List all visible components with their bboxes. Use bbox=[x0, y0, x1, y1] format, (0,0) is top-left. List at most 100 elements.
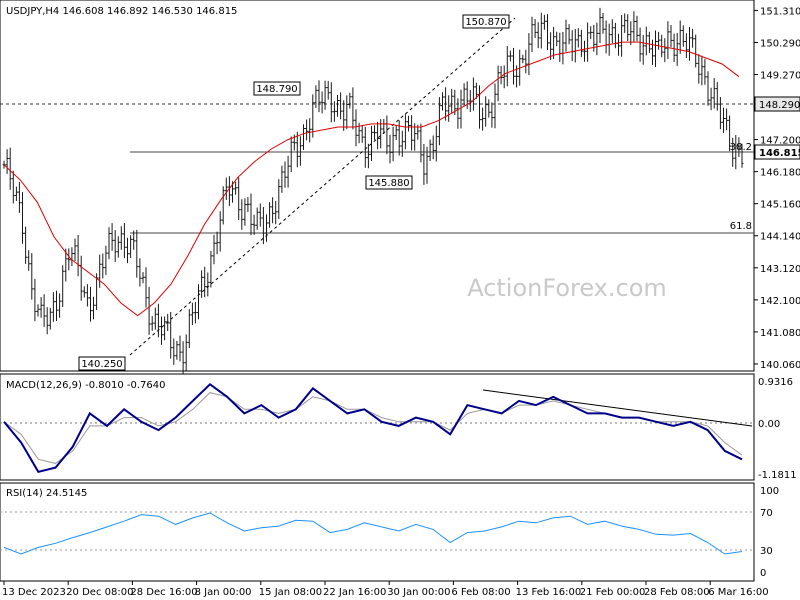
price-bar bbox=[524, 49, 528, 74]
price-bar bbox=[132, 230, 136, 250]
price-bar bbox=[153, 307, 157, 330]
price-tag: 146.815 bbox=[759, 148, 800, 159]
price-bar bbox=[691, 28, 695, 48]
annotation-low: 140.250 bbox=[78, 356, 126, 371]
price-bar bbox=[354, 109, 358, 147]
price-bar bbox=[317, 80, 321, 113]
price-bar bbox=[98, 254, 102, 288]
price-bar bbox=[101, 253, 105, 279]
price-bar bbox=[150, 316, 154, 331]
price-bar bbox=[113, 230, 117, 262]
price-bar bbox=[425, 146, 429, 184]
price-bar bbox=[320, 91, 324, 114]
price-bars bbox=[2, 7, 744, 374]
price-bar bbox=[468, 90, 472, 112]
price-bar bbox=[302, 124, 305, 150]
price-tick-label: 143.120 bbox=[760, 264, 800, 275]
moving-average-line bbox=[3, 41, 740, 317]
watermark: ActionForex.com bbox=[467, 274, 667, 302]
price-bar bbox=[21, 192, 24, 244]
price-bar bbox=[586, 22, 590, 62]
price-bar bbox=[583, 40, 586, 62]
price-bar bbox=[187, 309, 191, 348]
price-bar bbox=[422, 144, 426, 185]
price-bar bbox=[431, 135, 435, 160]
price-tick-label: 140.060 bbox=[760, 360, 800, 371]
price-bar bbox=[73, 238, 77, 261]
price-bar bbox=[595, 22, 599, 56]
price-bar bbox=[258, 203, 262, 227]
price-bar bbox=[135, 229, 139, 278]
price-bar bbox=[82, 286, 86, 298]
price-bar bbox=[684, 33, 688, 58]
price-bar bbox=[342, 100, 346, 131]
price-bar bbox=[345, 95, 349, 130]
x-tick-label: 21 Feb 00:00 bbox=[580, 587, 646, 598]
price-bar bbox=[400, 130, 404, 157]
price-bar bbox=[184, 334, 188, 371]
price-bar bbox=[246, 197, 250, 212]
price-bar bbox=[632, 11, 636, 43]
price-bar bbox=[51, 292, 55, 322]
annotation-low-2: 145.880 bbox=[365, 175, 413, 190]
price-tick-label: 147.200 bbox=[760, 136, 800, 147]
price-bar bbox=[672, 33, 676, 62]
price-bar bbox=[481, 107, 485, 131]
price-bar bbox=[119, 226, 123, 250]
price-bar bbox=[629, 21, 633, 46]
price-bar bbox=[234, 181, 238, 195]
price-bar bbox=[206, 272, 210, 297]
price-bar bbox=[487, 99, 491, 118]
price-bar bbox=[428, 139, 432, 161]
price-bar bbox=[27, 250, 31, 271]
price-bar bbox=[459, 89, 463, 129]
x-tick-label: 28 Feb 08:00 bbox=[644, 587, 710, 598]
x-tick-label: 15 Jan 08:00 bbox=[259, 587, 322, 598]
price-bar bbox=[366, 143, 370, 169]
macd-tick-zero: 0.00 bbox=[758, 419, 780, 430]
price-bar bbox=[407, 115, 410, 132]
price-bar bbox=[255, 207, 259, 230]
price-bar bbox=[348, 92, 352, 109]
price-tick-label: 144.140 bbox=[760, 232, 800, 243]
rsi-title: RSI(14) 24.5145 bbox=[6, 488, 87, 499]
price-bar bbox=[116, 236, 120, 258]
price-bar bbox=[271, 197, 275, 224]
price-bar bbox=[58, 293, 62, 318]
price-bar bbox=[61, 265, 65, 307]
price-bar bbox=[521, 54, 525, 64]
price-bar bbox=[484, 96, 488, 127]
price-bar bbox=[215, 231, 219, 255]
price-bar bbox=[740, 143, 744, 168]
price-bar bbox=[36, 304, 40, 317]
price-bar bbox=[555, 31, 559, 47]
price-bar bbox=[512, 47, 515, 85]
price-bar bbox=[598, 7, 602, 43]
price-bar bbox=[314, 85, 318, 108]
price-bar bbox=[474, 82, 478, 99]
price-bar bbox=[283, 161, 287, 188]
price-bar bbox=[734, 135, 738, 170]
price-bar bbox=[715, 82, 719, 111]
macd-main-line bbox=[3, 382, 743, 473]
price-bar bbox=[490, 102, 494, 128]
price-bar bbox=[277, 179, 281, 220]
price-bar bbox=[694, 34, 698, 68]
price-bar bbox=[5, 149, 9, 174]
x-tick-label: 28 Dec 16:00 bbox=[130, 587, 197, 598]
price-bar bbox=[376, 121, 380, 150]
price-bar bbox=[542, 14, 546, 30]
price-bar bbox=[67, 248, 71, 271]
macd-tick-bottom: -1.1811 bbox=[758, 470, 797, 481]
price-bar bbox=[552, 26, 556, 60]
price-bar bbox=[410, 115, 414, 151]
rsi-panel-frame bbox=[0, 482, 755, 582]
price-bar bbox=[351, 87, 355, 130]
price-bar bbox=[681, 25, 685, 47]
price-bar bbox=[502, 65, 506, 89]
price-bar bbox=[527, 33, 531, 76]
price-bar bbox=[172, 338, 176, 365]
price-bar bbox=[644, 26, 648, 56]
price-bar bbox=[391, 126, 395, 162]
